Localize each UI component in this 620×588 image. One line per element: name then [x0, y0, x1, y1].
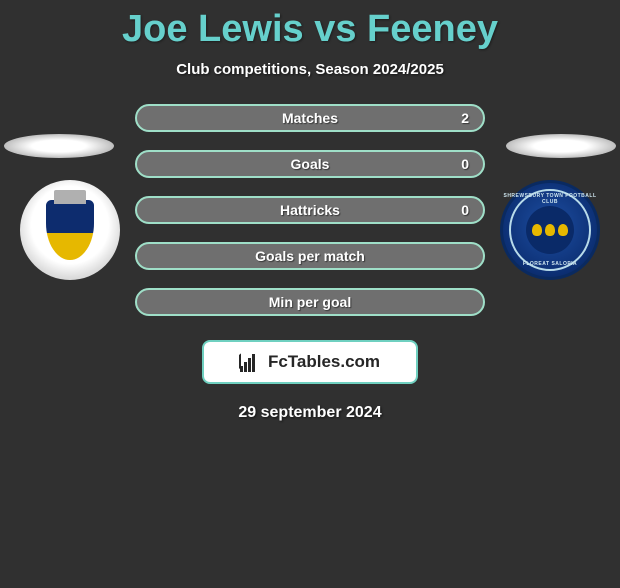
stat-row-min-per-goal: Min per goal	[135, 288, 485, 316]
stats-list: Matches 2 Goals 0 Hattricks 0 Goals per …	[135, 104, 485, 316]
footer-date: 29 september 2024	[0, 404, 620, 422]
subtitle: Club competitions, Season 2024/2025	[0, 61, 620, 78]
stat-value-right: 0	[461, 156, 469, 172]
player-photo-right-placeholder	[506, 134, 616, 158]
stat-label: Goals	[291, 156, 330, 172]
stat-value-right: 0	[461, 202, 469, 218]
crest-text-bottom: FLOREAT SALOPIA	[503, 261, 597, 267]
stat-label: Min per goal	[269, 294, 351, 310]
player-photo-left-placeholder	[4, 134, 114, 158]
page-title: Joe Lewis vs Feeney	[0, 8, 620, 51]
stat-value-right: 2	[461, 110, 469, 126]
crest-text-top: SHREWSBURY TOWN FOOTBALL CLUB	[503, 193, 597, 205]
club-crest-left	[20, 180, 120, 280]
club-crest-right: SHREWSBURY TOWN FOOTBALL CLUB FLOREAT SA…	[500, 180, 600, 280]
stat-label: Hattricks	[280, 202, 340, 218]
stat-row-hattricks: Hattricks 0	[135, 196, 485, 224]
stat-label: Goals per match	[255, 248, 365, 264]
shield-icon	[46, 200, 94, 260]
brand-text: FcTables.com	[268, 352, 380, 372]
stat-label: Matches	[282, 110, 338, 126]
chart-icon	[240, 352, 262, 372]
stat-row-goals-per-match: Goals per match	[135, 242, 485, 270]
stat-row-goals: Goals 0	[135, 150, 485, 178]
lions-icon	[526, 206, 574, 254]
stat-row-matches: Matches 2	[135, 104, 485, 132]
brand-badge: FcTables.com	[202, 340, 418, 384]
